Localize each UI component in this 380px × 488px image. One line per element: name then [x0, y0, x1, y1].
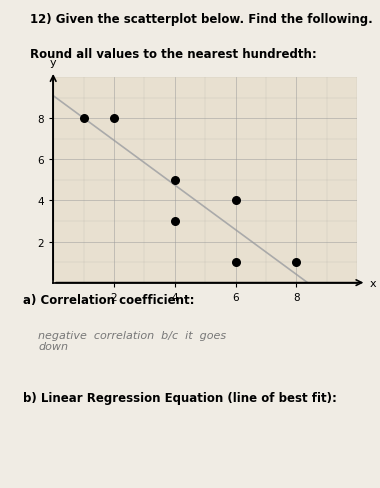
Text: y: y	[50, 58, 57, 68]
Text: 12) Given the scatterplot below. Find the following.: 12) Given the scatterplot below. Find th…	[30, 13, 373, 26]
Text: x: x	[369, 278, 376, 288]
Point	[233, 259, 239, 266]
Text: b) Linear Regression Equation (line of best fit):: b) Linear Regression Equation (line of b…	[23, 392, 337, 405]
Text: negative  correlation  b/c  it  goes
down: negative correlation b/c it goes down	[38, 330, 226, 352]
Point	[111, 115, 117, 123]
Point	[293, 259, 299, 266]
Point	[172, 218, 178, 225]
Point	[172, 177, 178, 184]
Point	[233, 197, 239, 205]
Text: Round all values to the nearest hundredth:: Round all values to the nearest hundredt…	[30, 48, 317, 61]
Text: a) Correlation coefficient:: a) Correlation coefficient:	[23, 293, 194, 306]
Point	[81, 115, 87, 123]
